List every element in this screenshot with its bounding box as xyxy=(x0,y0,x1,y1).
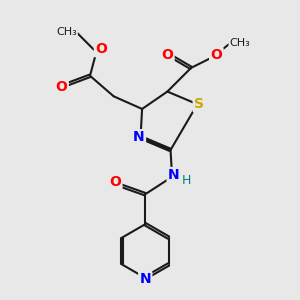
Text: N: N xyxy=(133,130,145,144)
Text: N: N xyxy=(168,168,179,182)
Text: N: N xyxy=(140,272,151,286)
Text: O: O xyxy=(95,42,107,56)
Text: CH₃: CH₃ xyxy=(230,38,250,48)
Text: O: O xyxy=(161,48,173,62)
Text: H: H xyxy=(182,173,191,187)
Text: O: O xyxy=(109,175,121,189)
Text: O: O xyxy=(56,80,68,94)
Text: S: S xyxy=(194,97,204,111)
Text: O: O xyxy=(210,48,222,62)
Text: CH₃: CH₃ xyxy=(56,27,77,37)
